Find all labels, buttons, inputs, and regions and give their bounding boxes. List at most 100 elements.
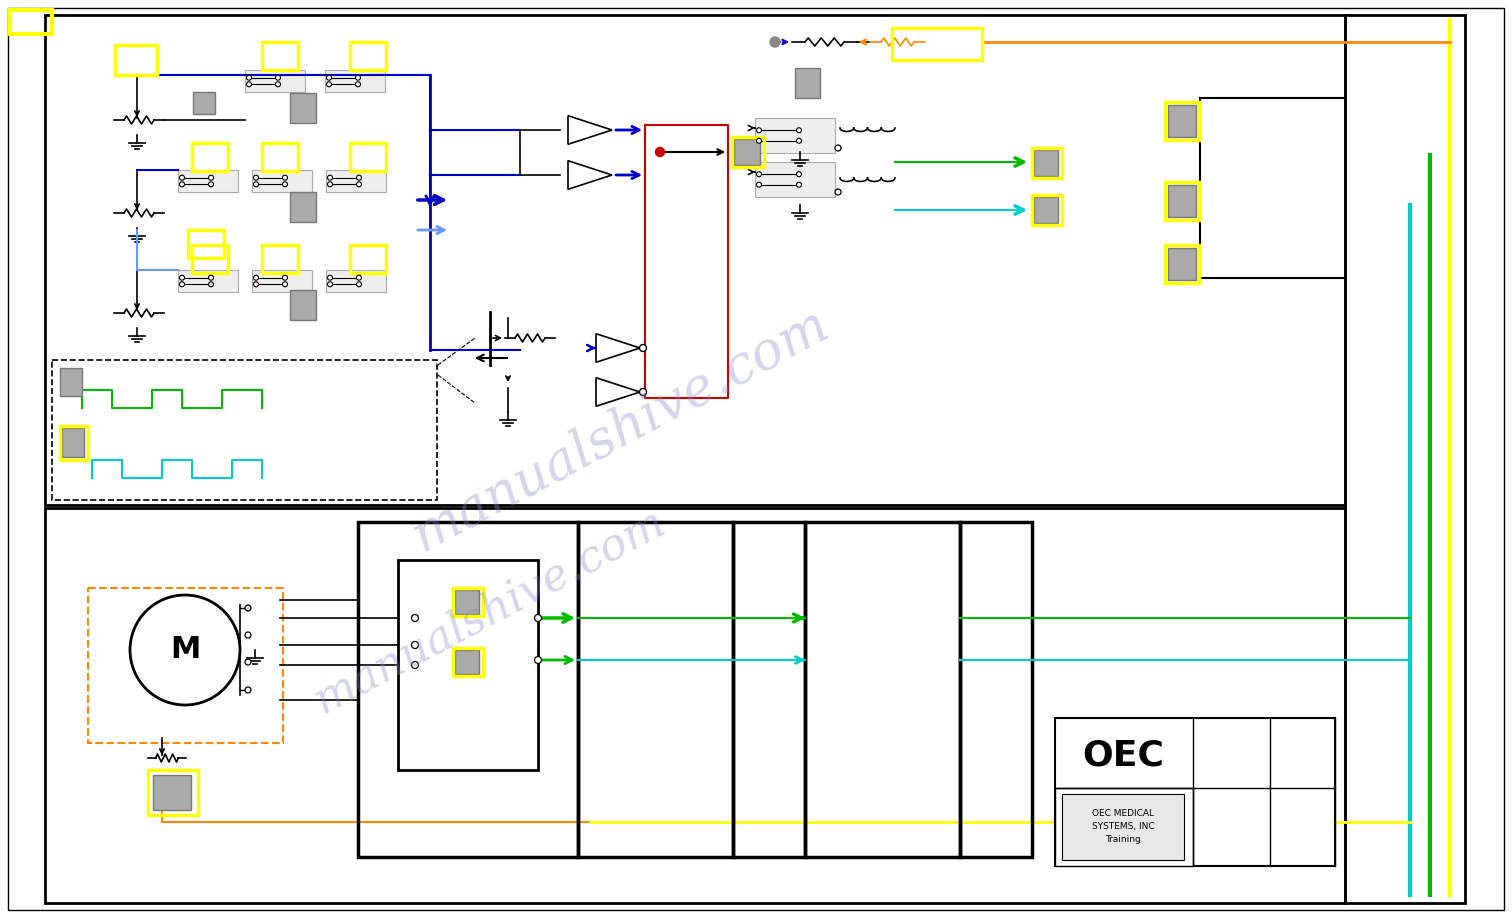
Circle shape [327,75,331,80]
Bar [455,650,479,674]
Circle shape [835,145,841,151]
Bar [578,522,733,857]
Polygon shape [596,377,640,407]
Circle shape [328,275,333,280]
Circle shape [209,182,213,186]
Bar [733,139,761,165]
Bar [454,588,482,616]
Circle shape [835,189,841,195]
Bar [358,522,578,857]
Circle shape [275,75,281,80]
Bar [60,368,82,396]
Text: SYSTEMS, INC: SYSTEMS, INC [1092,822,1154,831]
Circle shape [209,275,213,280]
Bar [178,270,237,292]
Bar [45,15,1346,505]
Bar [754,162,835,197]
Bar [1034,197,1058,223]
Text: OEC MEDICAL: OEC MEDICAL [1092,810,1154,819]
Bar [795,68,820,98]
Bar [1033,148,1061,178]
Bar [892,28,981,60]
Circle shape [180,282,184,286]
Circle shape [411,662,419,668]
Bar [732,137,764,167]
Text: M: M [169,635,200,665]
Circle shape [797,172,801,177]
Circle shape [355,75,360,80]
Circle shape [797,183,801,187]
Circle shape [535,656,541,664]
Circle shape [245,632,251,638]
Circle shape [283,175,287,180]
Bar [1033,195,1061,225]
Bar [455,590,479,614]
Circle shape [283,275,287,280]
Bar [349,143,386,171]
Circle shape [756,172,762,177]
Bar [11,10,51,34]
Bar [148,770,198,815]
Bar [45,508,1346,903]
Circle shape [327,82,331,87]
Circle shape [357,182,361,186]
Bar [1034,150,1058,176]
Circle shape [180,275,184,280]
Circle shape [246,75,251,80]
Bar [1166,182,1199,220]
Circle shape [357,282,361,286]
Circle shape [797,139,801,143]
Bar [115,45,157,75]
Circle shape [756,183,762,187]
Bar [194,92,215,114]
Circle shape [770,37,780,47]
Bar [253,270,311,292]
Circle shape [283,282,287,286]
Bar [60,426,88,460]
Bar [253,170,311,192]
Bar [325,70,386,92]
Bar [245,70,305,92]
Bar [1166,245,1199,283]
Bar [290,192,316,222]
Circle shape [254,282,259,286]
Circle shape [180,182,184,186]
Circle shape [328,282,333,286]
Circle shape [246,82,251,87]
Circle shape [254,175,259,180]
Bar [754,118,835,153]
Bar [262,245,298,273]
Circle shape [756,128,762,133]
Circle shape [328,175,333,180]
Circle shape [245,687,251,693]
Circle shape [328,182,333,186]
Polygon shape [569,116,612,144]
Text: Training: Training [1105,835,1142,845]
Circle shape [357,275,361,280]
Bar [192,245,228,273]
Bar [62,428,85,457]
Circle shape [756,139,762,143]
Circle shape [209,175,213,180]
Bar [804,522,960,857]
Circle shape [245,659,251,665]
Circle shape [411,614,419,621]
Text: manualshive.com: manualshive.com [307,498,673,721]
Circle shape [245,605,251,611]
Bar [960,522,1033,857]
Bar [192,143,228,171]
Bar [1167,185,1196,217]
Bar [349,42,386,70]
Circle shape [656,148,664,156]
Bar [327,270,386,292]
Bar [262,42,298,70]
Bar [88,588,283,743]
Polygon shape [596,334,640,363]
Bar [1346,15,1465,903]
Circle shape [275,82,281,87]
Circle shape [254,275,259,280]
Bar [1167,248,1196,280]
Text: OEC: OEC [1083,739,1164,773]
Text: manualshive.com: manualshive.com [402,298,838,562]
Bar [733,522,804,857]
